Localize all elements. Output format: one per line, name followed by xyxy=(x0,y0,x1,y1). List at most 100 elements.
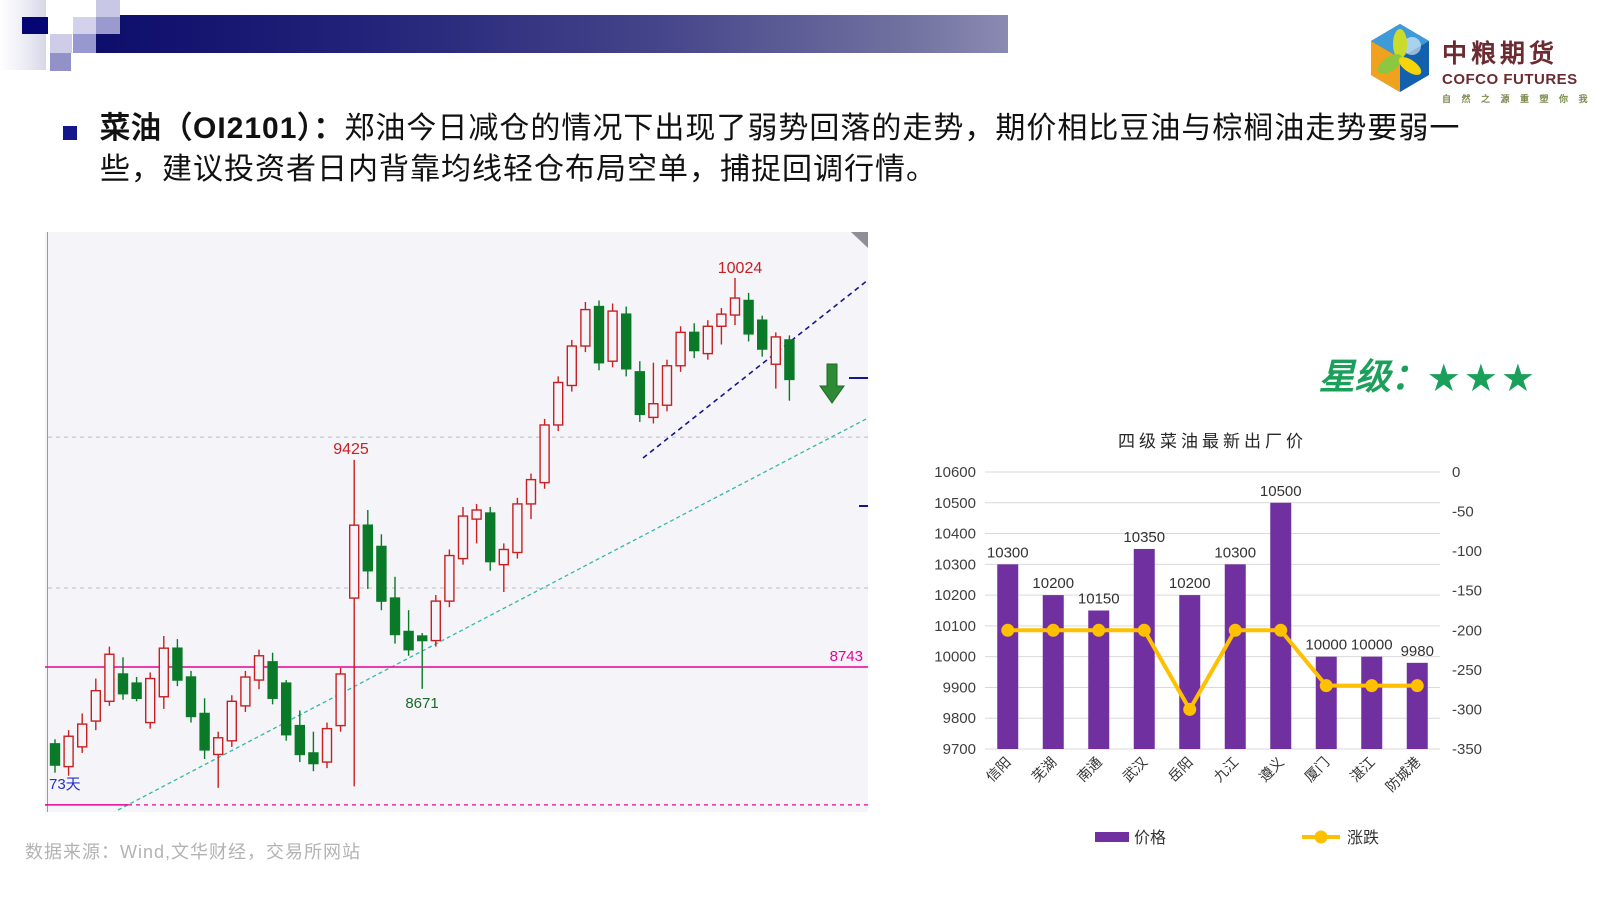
candle-body xyxy=(444,554,455,602)
price-bar xyxy=(997,564,1019,749)
change-marker xyxy=(1274,623,1288,637)
candle-body xyxy=(634,371,645,416)
right-axis-label: -250 xyxy=(1452,662,1482,679)
candle-body xyxy=(267,661,278,699)
candle-body xyxy=(553,381,564,426)
data-source-note: 数据来源：Wind,文华财经，交易所网站 xyxy=(25,842,362,862)
bar-value-label: 10300 xyxy=(1214,544,1256,561)
category-label: 岳阳 xyxy=(1165,754,1196,785)
candle-body xyxy=(403,630,414,651)
right-axis-label: -300 xyxy=(1452,701,1482,718)
bar-value-label: 10300 xyxy=(987,544,1029,561)
bar-value-label: 10350 xyxy=(1123,529,1165,546)
change-marker xyxy=(1228,623,1242,637)
candle-body xyxy=(621,313,632,370)
candle-body xyxy=(77,723,88,748)
candle-body xyxy=(525,478,537,505)
right-axis-label: -200 xyxy=(1452,622,1482,639)
cofco-cube-icon xyxy=(1371,24,1429,92)
candle-body xyxy=(253,655,265,681)
candle-body xyxy=(580,308,591,347)
candle-body xyxy=(729,297,741,316)
candle-body xyxy=(675,331,686,367)
commentary-body: 郑油今日减仓的情况下出现了弱势回落的走势，期价相比豆油与棕榈油走势要弱一些，建议… xyxy=(100,112,1461,186)
category-label: 武汉 xyxy=(1119,754,1150,785)
candle-body xyxy=(457,515,469,560)
candle-body xyxy=(280,682,292,736)
left-axis-label: 10500 xyxy=(934,495,976,512)
candlestick-chart: 10024 9425 8671 8743 73天 xyxy=(45,232,868,812)
chart-annotation: 10024 xyxy=(718,260,763,277)
candle-body xyxy=(294,724,306,756)
chart-annotation: 9425 xyxy=(333,441,369,458)
candle-body xyxy=(131,682,142,699)
bar-value-label: 10200 xyxy=(1169,575,1211,592)
candle-body xyxy=(240,676,251,707)
star-icons: ★★★ xyxy=(1426,358,1538,400)
change-marker xyxy=(1137,623,1151,637)
price-bar xyxy=(1088,610,1110,749)
price-bar xyxy=(1315,656,1337,749)
candle-body xyxy=(185,676,197,718)
logo-name-cn: 中粮期货 xyxy=(1442,40,1559,68)
logo-slogan: 自 然 之 源 重 塑 你 我 xyxy=(1442,94,1592,104)
candle-body xyxy=(716,313,727,327)
deco-square xyxy=(73,34,96,53)
chart-annotation: 8743 xyxy=(830,648,863,665)
deco-square xyxy=(73,17,96,34)
candle-body xyxy=(349,524,360,599)
price-bar xyxy=(1179,595,1201,749)
candle-body xyxy=(212,737,224,756)
bar-value-label: 10000 xyxy=(1305,637,1347,654)
candle-body xyxy=(335,673,346,727)
change-marker xyxy=(1092,623,1106,637)
candle-body xyxy=(566,345,577,387)
corner-gradient-panel xyxy=(0,0,46,70)
candle-body xyxy=(321,727,333,763)
bullet-square xyxy=(63,126,77,140)
bar-value-label: 10200 xyxy=(1032,575,1074,592)
navy-trendline xyxy=(642,279,868,459)
change-marker xyxy=(1046,623,1060,637)
factory-price-chart: 四级菜油最新出厂价 10600 10500 10400 10300 10200 10100 1… xyxy=(920,415,1520,860)
price-bar xyxy=(1224,564,1246,749)
candle-body xyxy=(362,524,373,572)
deco-square xyxy=(22,17,48,34)
right-axis-label: -350 xyxy=(1452,741,1482,758)
candle-body xyxy=(512,503,523,554)
candle-body xyxy=(117,673,129,695)
price-bar xyxy=(1406,662,1428,749)
left-axis-label: 9900 xyxy=(943,679,976,696)
change-marker xyxy=(1183,702,1197,716)
candle-body xyxy=(49,743,61,766)
change-line xyxy=(1007,628,1418,714)
deco-square xyxy=(50,53,71,71)
change-marker xyxy=(1410,679,1424,693)
bar-value-label: 10150 xyxy=(1078,591,1120,608)
category-label: 南通 xyxy=(1074,754,1105,785)
chart-annotation: 8671 xyxy=(405,695,438,712)
cofco-logo: 中粮期货 COFCO FUTURES 自 然 之 源 重 塑 你 我 xyxy=(1368,22,1588,104)
category-label: 遵义 xyxy=(1256,754,1287,785)
left-axis-label: 10200 xyxy=(934,587,976,604)
teal-trendline xyxy=(117,417,868,811)
right-axis-label: -50 xyxy=(1452,504,1474,521)
bar-value-label: 9980 xyxy=(1401,643,1434,660)
chart-annotation: 73天 xyxy=(49,776,81,793)
star-rating-label: 星级： xyxy=(1318,356,1427,398)
candle-body xyxy=(144,677,156,724)
candle-body xyxy=(743,299,754,335)
legend-line-label: 涨跌 xyxy=(1347,829,1379,847)
candle-body xyxy=(376,545,387,602)
left-axis-label: 10100 xyxy=(934,618,976,635)
bars-group: 1030010200101501035010200103001050010000… xyxy=(987,483,1434,749)
right-axis-label: 0 xyxy=(1452,464,1460,481)
price-bar xyxy=(1133,548,1155,749)
change-marker xyxy=(1319,679,1333,693)
candle-body xyxy=(104,653,115,703)
candle-body xyxy=(430,600,441,642)
candles-group xyxy=(49,277,795,788)
commentary-contract-label: 菜油（OI2101）： xyxy=(100,112,345,145)
candle-body xyxy=(90,689,101,722)
candle-body xyxy=(784,339,795,381)
